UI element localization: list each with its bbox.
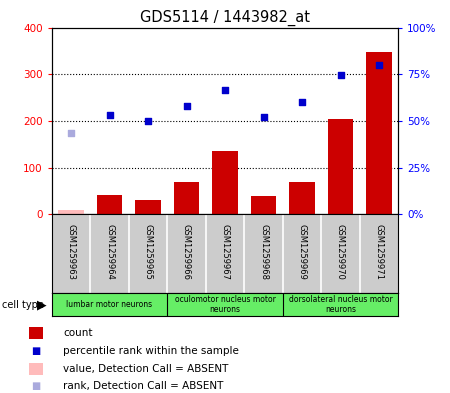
Bar — [251, 196, 276, 214]
Text: cell type: cell type — [2, 299, 44, 310]
Text: ▶: ▶ — [36, 298, 46, 311]
Bar — [366, 52, 392, 214]
Point — [375, 62, 382, 68]
Text: percentile rank within the sample: percentile rank within the sample — [63, 346, 239, 356]
Bar — [289, 182, 315, 214]
Point — [68, 129, 75, 136]
Text: GSM1259967: GSM1259967 — [220, 224, 230, 280]
Bar — [174, 182, 199, 214]
Text: GSM1259964: GSM1259964 — [105, 224, 114, 280]
Text: GSM1259969: GSM1259969 — [297, 224, 306, 280]
Point — [337, 72, 344, 78]
Text: rank, Detection Call = ABSENT: rank, Detection Call = ABSENT — [63, 381, 223, 391]
Text: GDS5114 / 1443982_at: GDS5114 / 1443982_at — [140, 10, 310, 26]
Bar — [135, 200, 161, 214]
Bar — [97, 195, 122, 214]
Bar — [328, 119, 353, 214]
Bar — [212, 151, 238, 214]
Point — [221, 87, 229, 93]
Text: GSM1259966: GSM1259966 — [182, 224, 191, 280]
Text: GSM1259968: GSM1259968 — [259, 224, 268, 280]
Point — [298, 99, 306, 105]
Point — [106, 112, 113, 118]
Text: dorsolateral nucleus motor
neurons: dorsolateral nucleus motor neurons — [288, 295, 392, 314]
Point — [183, 103, 190, 109]
Text: oculomotor nucleus motor
neurons: oculomotor nucleus motor neurons — [175, 295, 275, 314]
Point — [144, 118, 152, 124]
Text: GSM1259963: GSM1259963 — [67, 224, 76, 280]
Text: GSM1259965: GSM1259965 — [144, 224, 153, 280]
Text: GSM1259970: GSM1259970 — [336, 224, 345, 280]
Text: GSM1259971: GSM1259971 — [374, 224, 383, 280]
Text: value, Detection Call = ABSENT: value, Detection Call = ABSENT — [63, 364, 228, 374]
Point — [260, 114, 267, 120]
Text: ■: ■ — [32, 346, 40, 356]
Text: lumbar motor neurons: lumbar motor neurons — [67, 300, 153, 309]
Text: count: count — [63, 328, 93, 338]
Text: ■: ■ — [32, 381, 40, 391]
Bar — [58, 209, 84, 214]
